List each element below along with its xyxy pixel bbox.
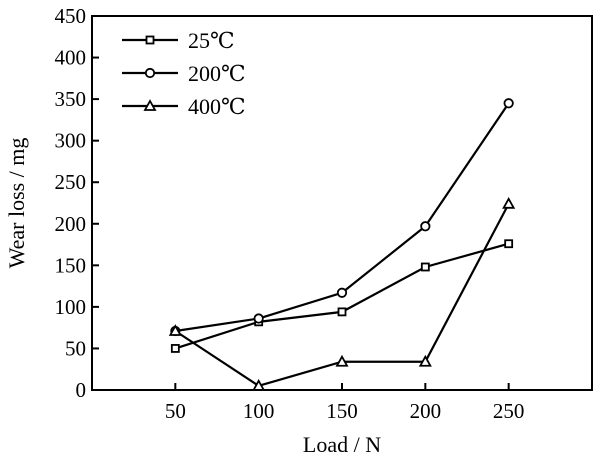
y-axis-label: Wear loss / mg	[4, 138, 29, 269]
y-tick-label: 150	[55, 253, 87, 277]
y-tick-label: 450	[55, 4, 87, 28]
y-tick-label: 250	[55, 170, 87, 194]
legend: 25℃ 200℃ 400℃	[122, 28, 246, 119]
y-tick-label: 50	[65, 336, 86, 360]
y-tick-label: 400	[55, 46, 87, 70]
data-point-series-2	[336, 287, 348, 298]
y-axis: 0 50 100 150 200 250 300 350 400 450	[55, 4, 99, 402]
legend-label: 25℃	[188, 28, 235, 53]
data-point-series-1	[337, 307, 347, 317]
data-point-series-2	[420, 221, 431, 232]
y-tick-label: 100	[55, 295, 87, 319]
x-tick-label: 150	[326, 399, 358, 423]
legend-label: 200℃	[188, 61, 246, 86]
x-tick-label: 200	[410, 399, 442, 423]
data-point-series-2	[253, 313, 264, 324]
legend-marker	[144, 67, 156, 79]
data-point-series-1	[420, 262, 430, 272]
x-tick-label: 100	[243, 399, 275, 423]
data-point-series-1	[170, 344, 180, 353]
legend-marker	[143, 99, 157, 111]
y-tick-label: 0	[76, 378, 87, 402]
x-axis: 50 100 150 200 250	[165, 383, 525, 423]
data-point-series-2	[503, 98, 514, 109]
y-tick-label: 300	[55, 129, 87, 153]
data-point-series-3	[335, 354, 349, 367]
data-point-series-1	[504, 239, 514, 249]
x-axis-label: Load / N	[303, 432, 381, 457]
series-layer	[168, 98, 516, 391]
x-tick-label: 50	[165, 399, 186, 423]
legend-label: 400℃	[188, 94, 246, 119]
data-point-series-3	[502, 196, 516, 209]
data-point-series-3	[418, 354, 432, 367]
data-point-series-3	[168, 324, 182, 336]
y-tick-label: 200	[55, 212, 87, 236]
x-tick-label: 250	[493, 399, 525, 423]
y-tick-label: 350	[55, 87, 87, 111]
data-point-series-3	[252, 378, 266, 391]
legend-marker	[145, 35, 155, 45]
